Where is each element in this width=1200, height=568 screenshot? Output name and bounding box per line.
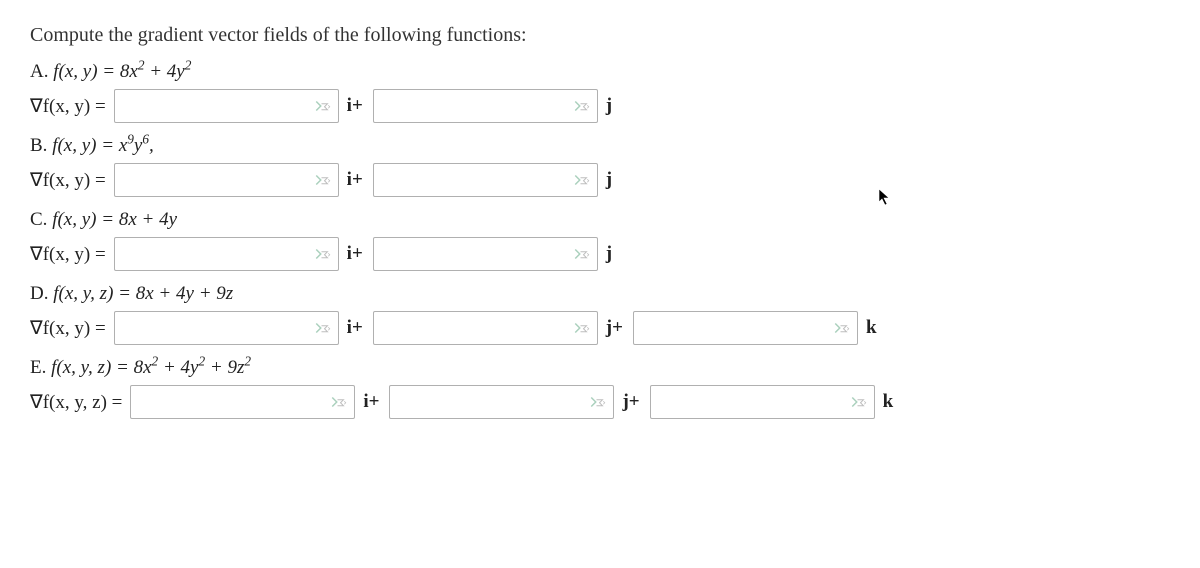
- gradient-label: ∇f(x, y) =: [30, 317, 106, 340]
- problem-d-definition: D. f(x, y, z) = 8x + 4y + 9z: [30, 283, 1170, 305]
- i-component-label: i+: [347, 317, 363, 339]
- problem-c-definition: C. f(x, y) = 8x + 4y: [30, 209, 1170, 231]
- problem-a-definition: A. f(x, y) = 8x2 + 4y2: [30, 61, 1170, 83]
- i-component-label: i+: [347, 169, 363, 191]
- answer-input-d-j[interactable]: [373, 311, 598, 345]
- j-component-label: j: [606, 95, 612, 117]
- mouse-cursor-icon: [878, 188, 892, 211]
- answer-input-e-j[interactable]: [389, 385, 614, 419]
- formula-editor-icon[interactable]: [571, 243, 593, 265]
- formula-editor-icon[interactable]: [328, 391, 350, 413]
- problem-b-formula: f(x, y) = x9y6,: [52, 135, 154, 156]
- formula-editor-icon[interactable]: [312, 317, 334, 339]
- answer-input-e-i[interactable]: [130, 385, 355, 419]
- formula-editor-icon[interactable]: [571, 95, 593, 117]
- problem-c-formula: f(x, y) = 8x + 4y: [52, 209, 177, 230]
- gradient-label: ∇f(x, y) =: [30, 243, 106, 266]
- answer-input-c-i[interactable]: [114, 237, 339, 271]
- problem-d-formula: f(x, y, z) = 8x + 4y + 9z: [53, 283, 233, 304]
- answer-input-a-j[interactable]: [373, 89, 598, 123]
- problem-e-answer-row: ∇f(x, y, z) = i+ j+ k: [30, 383, 1170, 421]
- answer-input-d-k[interactable]: [633, 311, 858, 345]
- j-component-label: j: [606, 243, 612, 265]
- formula-editor-icon[interactable]: [571, 317, 593, 339]
- i-component-label: i+: [347, 95, 363, 117]
- problem-c-answer-row: ∇f(x, y) = i+ j: [30, 235, 1170, 273]
- problem-a-formula: f(x, y) = 8x2 + 4y2: [53, 61, 191, 82]
- j-component-label: j+: [606, 317, 623, 339]
- formula-editor-icon[interactable]: [831, 317, 853, 339]
- gradient-label: ∇f(x, y) =: [30, 95, 106, 118]
- answer-input-c-j[interactable]: [373, 237, 598, 271]
- formula-editor-icon[interactable]: [848, 391, 870, 413]
- gradient-label: ∇f(x, y) =: [30, 169, 106, 192]
- instruction-text: Compute the gradient vector fields of th…: [30, 24, 1170, 47]
- k-component-label: k: [866, 317, 877, 339]
- j-component-label: j+: [622, 391, 639, 413]
- formula-editor-icon[interactable]: [571, 169, 593, 191]
- i-component-label: i+: [363, 391, 379, 413]
- problem-b-definition: B. f(x, y) = x9y6,: [30, 135, 1170, 157]
- i-component-label: i+: [347, 243, 363, 265]
- k-component-label: k: [883, 391, 894, 413]
- formula-editor-icon[interactable]: [587, 391, 609, 413]
- answer-input-b-j[interactable]: [373, 163, 598, 197]
- j-component-label: j: [606, 169, 612, 191]
- formula-editor-icon[interactable]: [312, 95, 334, 117]
- problem-d-answer-row: ∇f(x, y) = i+ j+ k: [30, 309, 1170, 347]
- answer-input-b-i[interactable]: [114, 163, 339, 197]
- problem-a-answer-row: ∇f(x, y) = i+ j: [30, 87, 1170, 125]
- problem-b-answer-row: ∇f(x, y) = i+ j: [30, 161, 1170, 199]
- formula-editor-icon[interactable]: [312, 169, 334, 191]
- problem-e-definition: E. f(x, y, z) = 8x2 + 4y2 + 9z2: [30, 357, 1170, 379]
- answer-input-d-i[interactable]: [114, 311, 339, 345]
- answer-input-a-i[interactable]: [114, 89, 339, 123]
- formula-editor-icon[interactable]: [312, 243, 334, 265]
- answer-input-e-k[interactable]: [650, 385, 875, 419]
- gradient-label: ∇f(x, y, z) =: [30, 391, 122, 414]
- problem-e-formula: f(x, y, z) = 8x2 + 4y2 + 9z2: [51, 357, 251, 378]
